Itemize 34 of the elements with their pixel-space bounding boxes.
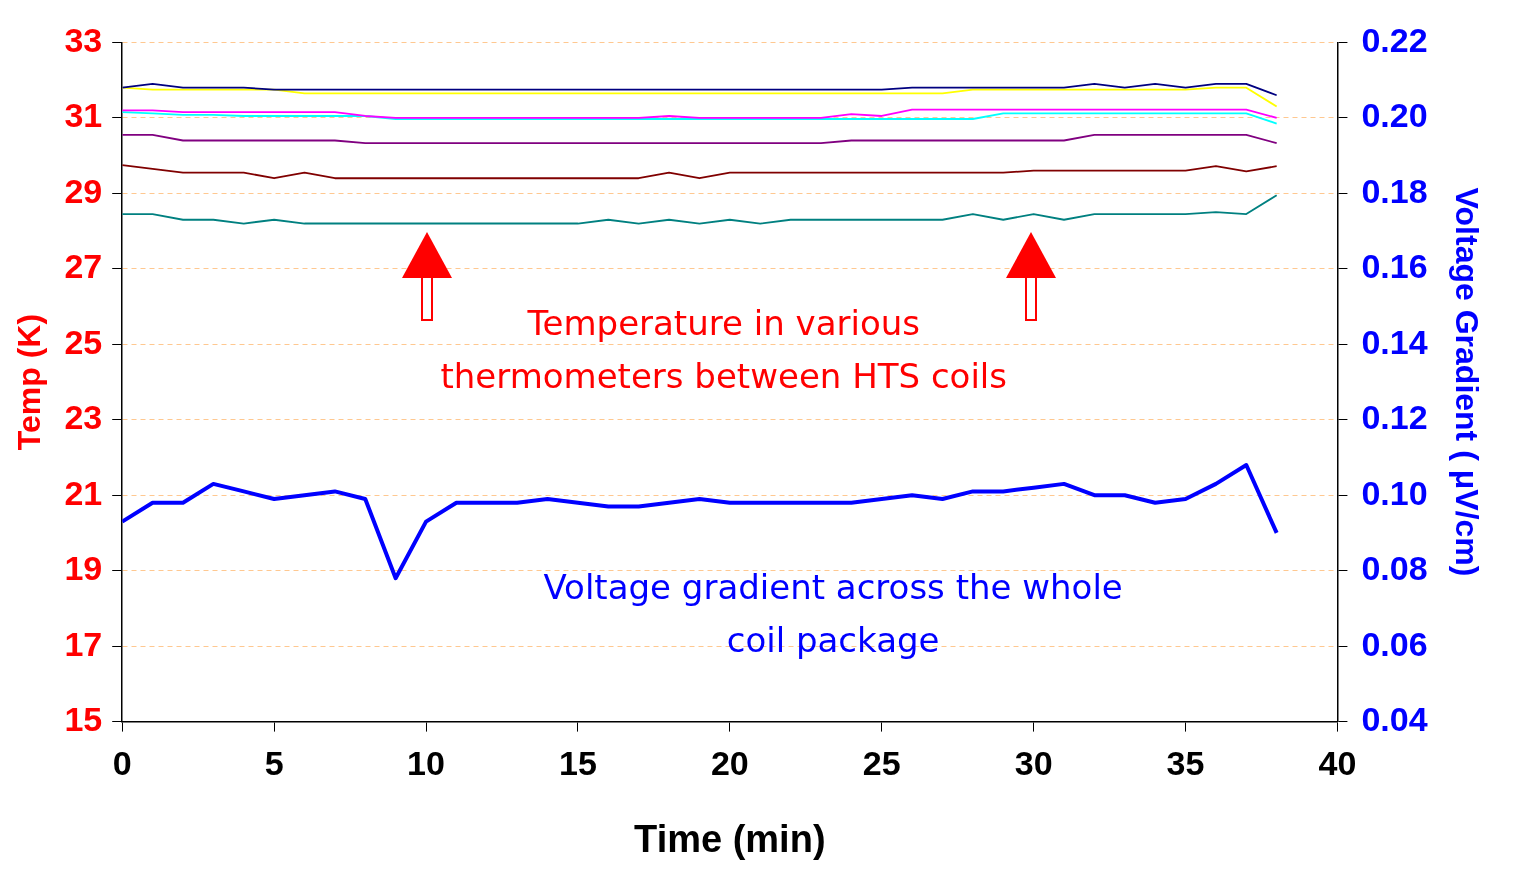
x-tick-label: 20 xyxy=(710,744,749,783)
y-tick-label: 29 xyxy=(64,171,103,210)
y-tick-label: 17 xyxy=(64,624,103,663)
y-tick-label: 15 xyxy=(64,699,103,738)
y-tick-label: 31 xyxy=(64,96,103,135)
y2-tick-label: 0.14 xyxy=(1361,322,1428,361)
y-tick-label: 27 xyxy=(64,247,103,286)
x-axis-title: Time (min) xyxy=(634,817,826,860)
x-tick-label: 15 xyxy=(559,744,597,783)
x-tick-label: 10 xyxy=(407,744,445,783)
x-tick-label: 35 xyxy=(1166,744,1205,783)
x-tick-label: 30 xyxy=(1014,744,1053,783)
y-tick-label: 21 xyxy=(64,473,103,512)
annotation: Voltage gradient across the whole coil package xyxy=(543,566,1123,660)
x-tick-label: 0 xyxy=(112,744,132,783)
y2-tick-label: 0.12 xyxy=(1361,398,1428,437)
y-axis-title: Temp (K) xyxy=(11,313,48,451)
y2-tick-label: 0.18 xyxy=(1361,171,1428,210)
x-tick-label: 25 xyxy=(862,744,901,783)
y2-tick-label: 0.08 xyxy=(1361,549,1428,588)
y2-tick-label: 0.04 xyxy=(1361,699,1428,738)
y-tick-label: 19 xyxy=(64,549,103,588)
x-tick-label: 40 xyxy=(1318,744,1357,783)
y2-axis-title: Voltage Gradient ( μV/cm) xyxy=(1448,187,1485,577)
y2-tick-label: 0.20 xyxy=(1361,96,1428,135)
y-tick-label: 33 xyxy=(64,20,103,59)
y-tick-label: 23 xyxy=(64,398,103,437)
y2-tick-label: 0.06 xyxy=(1361,624,1428,663)
y2-tick-label: 0.16 xyxy=(1361,247,1428,286)
y2-tick-label: 0.22 xyxy=(1361,20,1428,59)
y2-tick-label: 0.10 xyxy=(1361,473,1428,512)
x-tick-label: 5 xyxy=(264,744,284,783)
annotation: Temperature in various thermometers between HTS coils xyxy=(440,303,1008,397)
y-tick-label: 25 xyxy=(64,322,103,361)
